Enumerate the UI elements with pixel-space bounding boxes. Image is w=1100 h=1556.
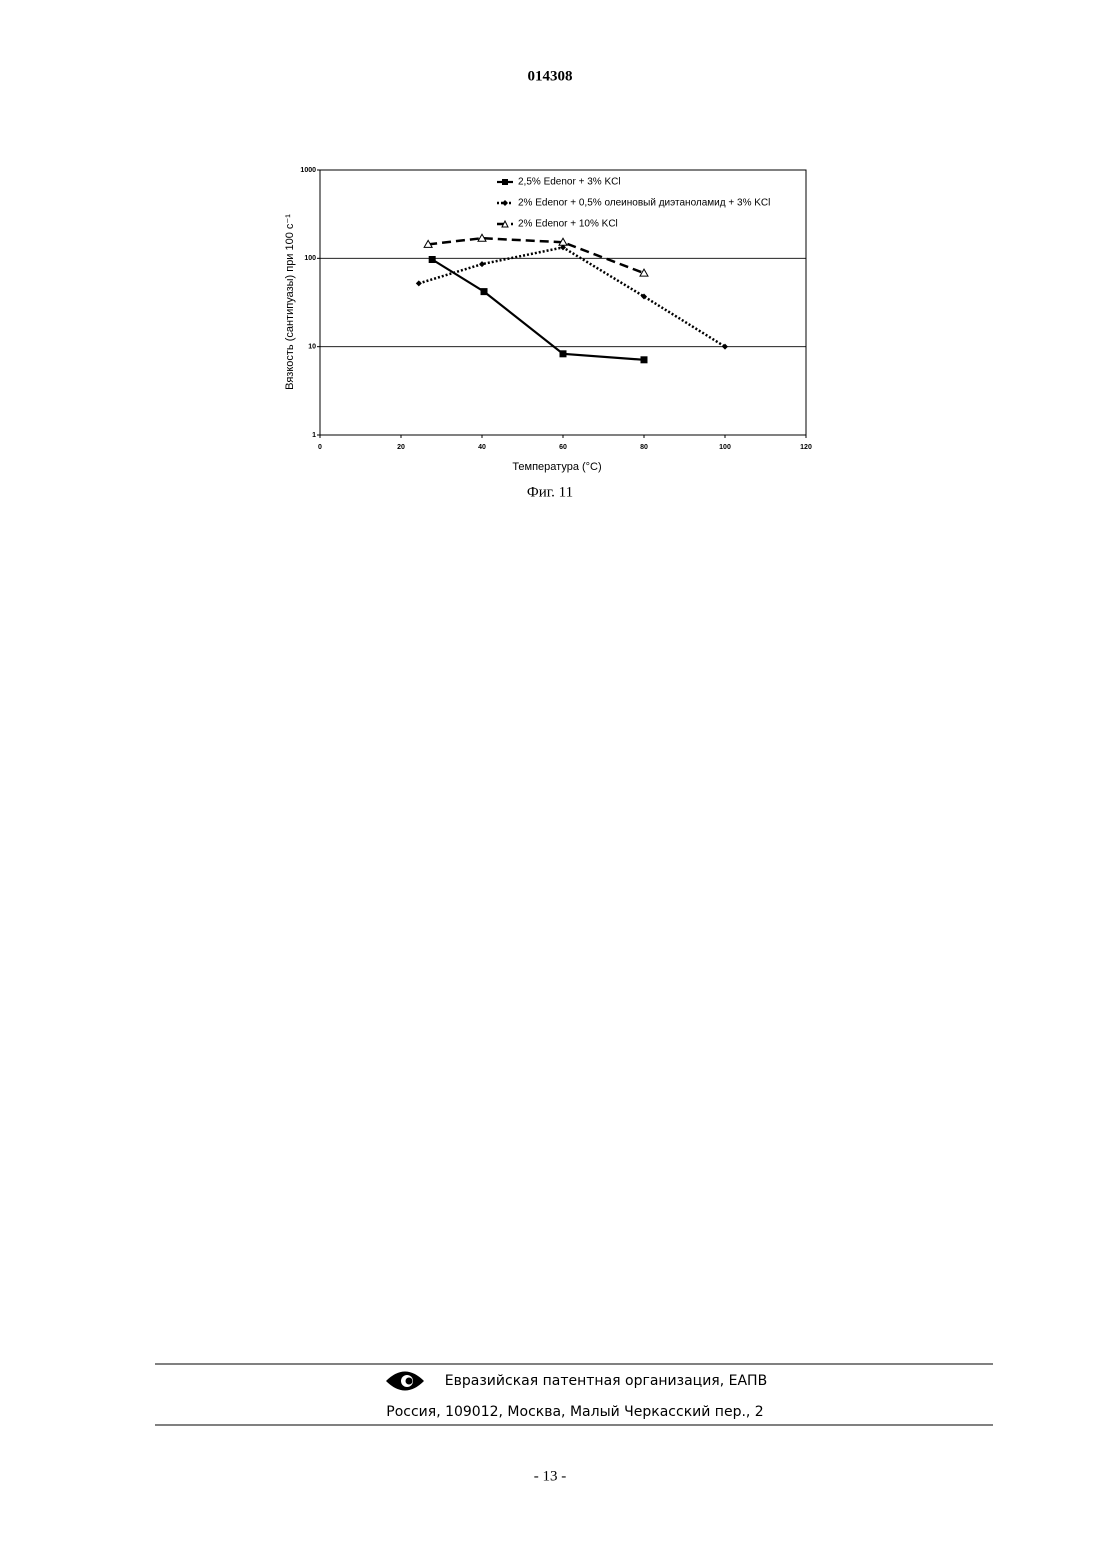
data-point	[429, 256, 436, 263]
legend-label: 2,5% Edenor + 3% KCl	[518, 177, 621, 188]
footer-address: Россия, 109012, Москва, Малый Черкасский…	[386, 1404, 763, 1420]
data-point	[641, 356, 648, 363]
data-point	[481, 288, 488, 295]
patent-number: 014308	[528, 68, 573, 84]
document: 014308 Фиг. 11 Евразийская патентная орг…	[0, 0, 1100, 1556]
footer-org: Евразийская патентная организация, ЕАПВ	[445, 1373, 767, 1389]
x-axis-label: Температура (°C)	[512, 461, 601, 473]
y-tick-label: 1000	[300, 167, 316, 174]
y-axis-label: Вязкость (сантипуазы) при 100 с⁻¹	[284, 214, 296, 390]
legend-label: 2% Edenor + 0,5% олеиновый диэтаноламид …	[518, 198, 770, 209]
x-tick-label: 100	[719, 444, 731, 451]
y-tick-label: 10	[308, 344, 316, 351]
legend-label: 2% Edenor + 10% KCl	[518, 219, 618, 230]
x-tick-label: 80	[640, 444, 648, 451]
page-number: - 13 -	[534, 1468, 567, 1484]
background	[0, 0, 1100, 1556]
x-tick-label: 0	[318, 444, 322, 451]
x-tick-label: 120	[800, 444, 812, 451]
legend-marker	[502, 179, 508, 185]
x-tick-label: 40	[478, 444, 486, 451]
data-point	[560, 350, 567, 357]
x-tick-label: 60	[559, 444, 567, 451]
caption: Фиг. 11	[527, 484, 573, 500]
y-tick-label: 100	[304, 255, 316, 262]
y-tick-label: 1	[312, 432, 316, 439]
page: 014308 Фиг. 11 Евразийская патентная орг…	[0, 0, 1100, 1556]
x-tick-label: 20	[397, 444, 405, 451]
